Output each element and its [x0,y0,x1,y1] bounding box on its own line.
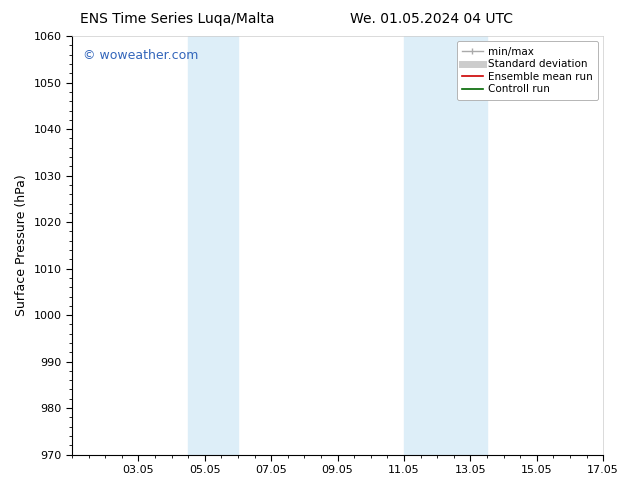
Bar [188,36,238,455]
Text: We. 01.05.2024 04 UTC: We. 01.05.2024 04 UTC [349,12,513,26]
Text: © woweather.com: © woweather.com [82,49,198,62]
Legend: min/max, Standard deviation, Ensemble mean run, Controll run: min/max, Standard deviation, Ensemble me… [456,41,598,99]
Text: ENS Time Series Luqa/Malta: ENS Time Series Luqa/Malta [81,12,275,26]
Bar [404,36,487,455]
Y-axis label: Surface Pressure (hPa): Surface Pressure (hPa) [15,174,28,316]
